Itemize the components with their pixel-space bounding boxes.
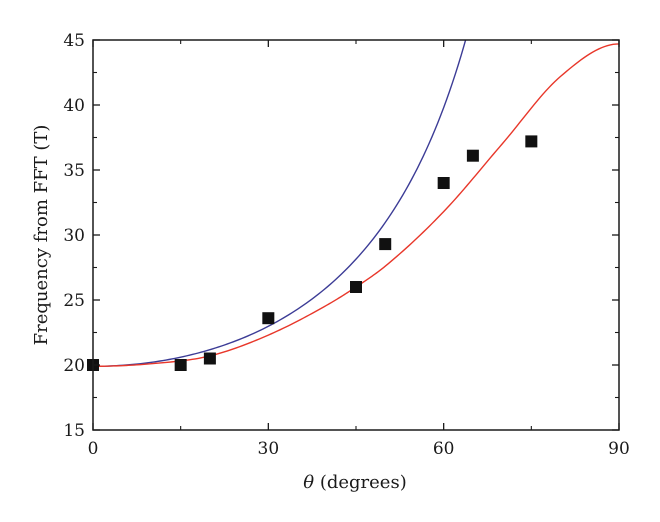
data-markers xyxy=(87,135,538,371)
x-axis-label: θ (degrees) xyxy=(303,472,406,493)
data-point xyxy=(174,359,187,371)
x-tick-label: 60 xyxy=(433,439,455,459)
y-tick-label: 40 xyxy=(63,96,85,116)
y-tick-label: 20 xyxy=(63,356,85,376)
y-tick-label: 45 xyxy=(63,31,85,51)
y-tick-label: 25 xyxy=(63,291,85,311)
data-point xyxy=(466,149,479,162)
x-tick-label: 30 xyxy=(258,439,280,459)
x-tick-label: 0 xyxy=(88,439,99,459)
series-line-blue xyxy=(93,40,467,367)
y-tick-label: 15 xyxy=(63,421,85,441)
x-axis-label-symbol: θ xyxy=(303,472,314,493)
data-point xyxy=(525,135,538,148)
x-axis-label-text: (degrees) xyxy=(314,472,407,493)
data-point xyxy=(437,177,450,189)
y-tick-label: 30 xyxy=(63,226,85,246)
axis-ticks: 0 30 60 90 15 20 25 30 35 40 45 xyxy=(63,31,629,459)
data-point xyxy=(203,352,216,365)
series-line-red xyxy=(93,43,619,367)
data-point xyxy=(350,281,362,293)
x-tick-label: 90 xyxy=(608,439,630,459)
data-point xyxy=(262,312,275,325)
y-tick-label: 35 xyxy=(63,161,85,181)
data-point xyxy=(379,238,392,251)
plot-content xyxy=(93,40,619,367)
y-axis-label: Frequency from FFT (T) xyxy=(31,125,52,346)
